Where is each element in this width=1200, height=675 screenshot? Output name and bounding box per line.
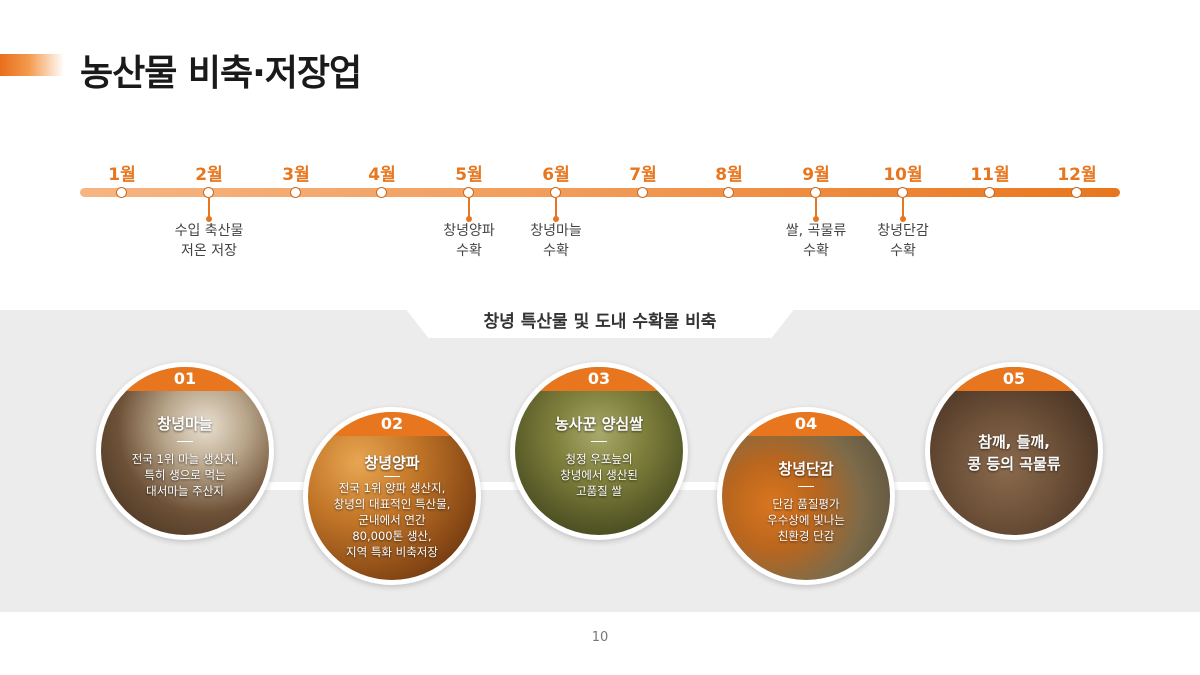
timeline-dot [1071, 187, 1082, 198]
event-tick [553, 197, 559, 222]
item-description: 청정 우포늪의 창녕에서 생산된 고품질 쌀 [560, 452, 638, 498]
month-label: 3월 [282, 165, 310, 185]
item-title: 농사꾼 양심쌀 [554, 415, 644, 433]
timeline-dot [376, 187, 387, 198]
timeline-event: 창녕단감 수확 [877, 223, 929, 259]
item-divider [798, 486, 814, 487]
item-title: 참깨, 들깨, 콩 등의 곡물류 [967, 433, 1061, 473]
item-card-persimmon: 04 창녕단감 단감 품질평가 우수상에 빛나는 친환경 단감 [717, 407, 895, 585]
title-accent-bar [0, 54, 64, 76]
timeline-event: 창녕마늘 수확 [530, 223, 582, 259]
month-label: 1월 [108, 165, 136, 185]
item-divider [384, 476, 400, 477]
month-label: 8월 [715, 165, 743, 185]
grains-photo: 05 참깨, 들깨, 콩 등의 곡물류 [930, 367, 1098, 535]
item-card-rice: 03 농사꾼 양심쌀 청정 우포늪의 창녕에서 생산된 고품질 쌀 [510, 362, 688, 540]
month-label: 10월 [883, 165, 923, 185]
section-title: 창녕 특산물 및 도내 수확물 비축 [483, 312, 717, 332]
item-divider [591, 441, 607, 442]
persimmon-photo: 04 창녕단감 단감 품질평가 우수상에 빛나는 친환경 단감 [722, 412, 890, 580]
item-card-grains: 05 참깨, 들깨, 콩 등의 곡물류 [925, 362, 1103, 540]
timeline-event: 수입 축산물 저온 저장 [174, 223, 244, 259]
timeline-dot [637, 187, 648, 198]
item-title: 창녕단감 [778, 460, 834, 478]
item-number: 04 [722, 412, 890, 436]
item-number: 03 [515, 367, 683, 391]
timeline-event: 창녕양파 수확 [443, 223, 495, 259]
item-card-garlic: 01 창녕마늘 전국 1위 마늘 생산지, 특히 생으로 먹는 대서마늘 주산지 [96, 362, 274, 540]
month-label: 11월 [970, 165, 1010, 185]
timeline-dot [290, 187, 301, 198]
timeline-dot [984, 187, 995, 198]
item-number: 05 [930, 367, 1098, 391]
event-tick [466, 197, 472, 222]
timeline-event: 쌀, 곡물류 수확 [785, 223, 847, 259]
item-number: 01 [101, 367, 269, 391]
item-divider [177, 441, 193, 442]
item-card-onion: 02 창녕양파 전국 1위 양파 생산지, 창녕의 대표적인 특산물, 군내에서… [303, 407, 481, 585]
item-number: 02 [308, 412, 476, 436]
month-label: 5월 [455, 165, 483, 185]
item-description: 단감 품질평가 우수상에 빛나는 친환경 단감 [767, 497, 845, 543]
timeline-dot [723, 187, 734, 198]
event-tick [206, 197, 212, 222]
month-label: 6월 [542, 165, 570, 185]
item-description: 전국 1위 양파 생산지, 창녕의 대표적인 특산물, 군내에서 연간 80,0… [333, 481, 451, 559]
timeline-dot [116, 187, 127, 198]
item-title: 창녕마늘 [157, 415, 213, 433]
item-description: 전국 1위 마늘 생산지, 특히 생으로 먹는 대서마늘 주산지 [131, 452, 239, 498]
month-label: 4월 [368, 165, 396, 185]
event-tick [900, 197, 906, 222]
rice-photo: 03 농사꾼 양심쌀 청정 우포늪의 창녕에서 생산된 고품질 쌀 [515, 367, 683, 535]
garlic-photo: 01 창녕마늘 전국 1위 마늘 생산지, 특히 생으로 먹는 대서마늘 주산지 [101, 367, 269, 535]
page-title: 농산물 비축·저장업 [80, 53, 362, 94]
section-banner [405, 308, 795, 338]
event-tick [813, 197, 819, 222]
month-label: 12월 [1057, 165, 1097, 185]
month-label: 9월 [802, 165, 830, 185]
month-label: 7월 [629, 165, 657, 185]
month-label: 2월 [195, 165, 223, 185]
item-title: 창녕양파 [364, 454, 420, 472]
timeline-line [80, 188, 1120, 197]
page-number: 10 [591, 630, 609, 645]
onion-photo: 02 창녕양파 전국 1위 양파 생산지, 창녕의 대표적인 특산물, 군내에서… [308, 412, 476, 580]
